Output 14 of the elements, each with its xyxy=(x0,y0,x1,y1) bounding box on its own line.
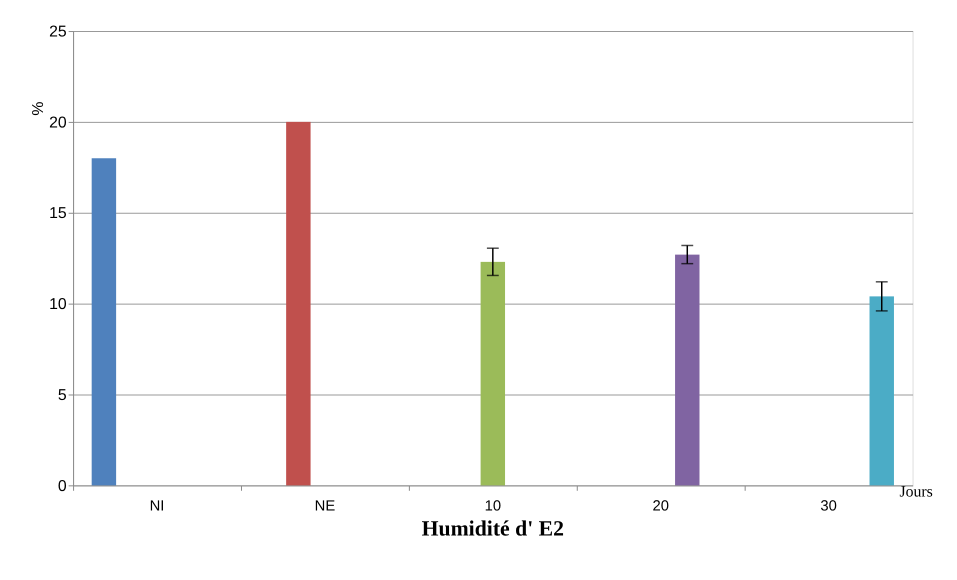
y-tick-label: 0 xyxy=(58,478,67,495)
y-axis-title: % xyxy=(30,102,47,116)
x-axis-title: Jours xyxy=(899,484,933,501)
x-tick-label: NE xyxy=(314,498,336,515)
text: Humidité d' E2 xyxy=(422,516,564,541)
x-tick-label: NI xyxy=(150,498,164,515)
y-tick-label: 20 xyxy=(49,114,67,132)
y-tick-label: 5 xyxy=(58,386,67,404)
y-tick-label: 25 xyxy=(49,23,67,40)
x-tick-label: 10 xyxy=(484,498,502,515)
x-tick-label: 30 xyxy=(820,498,837,515)
y-tick-label: 10 xyxy=(49,296,67,314)
x-tick-label: 20 xyxy=(652,498,669,515)
y-tick-label: 15 xyxy=(49,205,67,222)
